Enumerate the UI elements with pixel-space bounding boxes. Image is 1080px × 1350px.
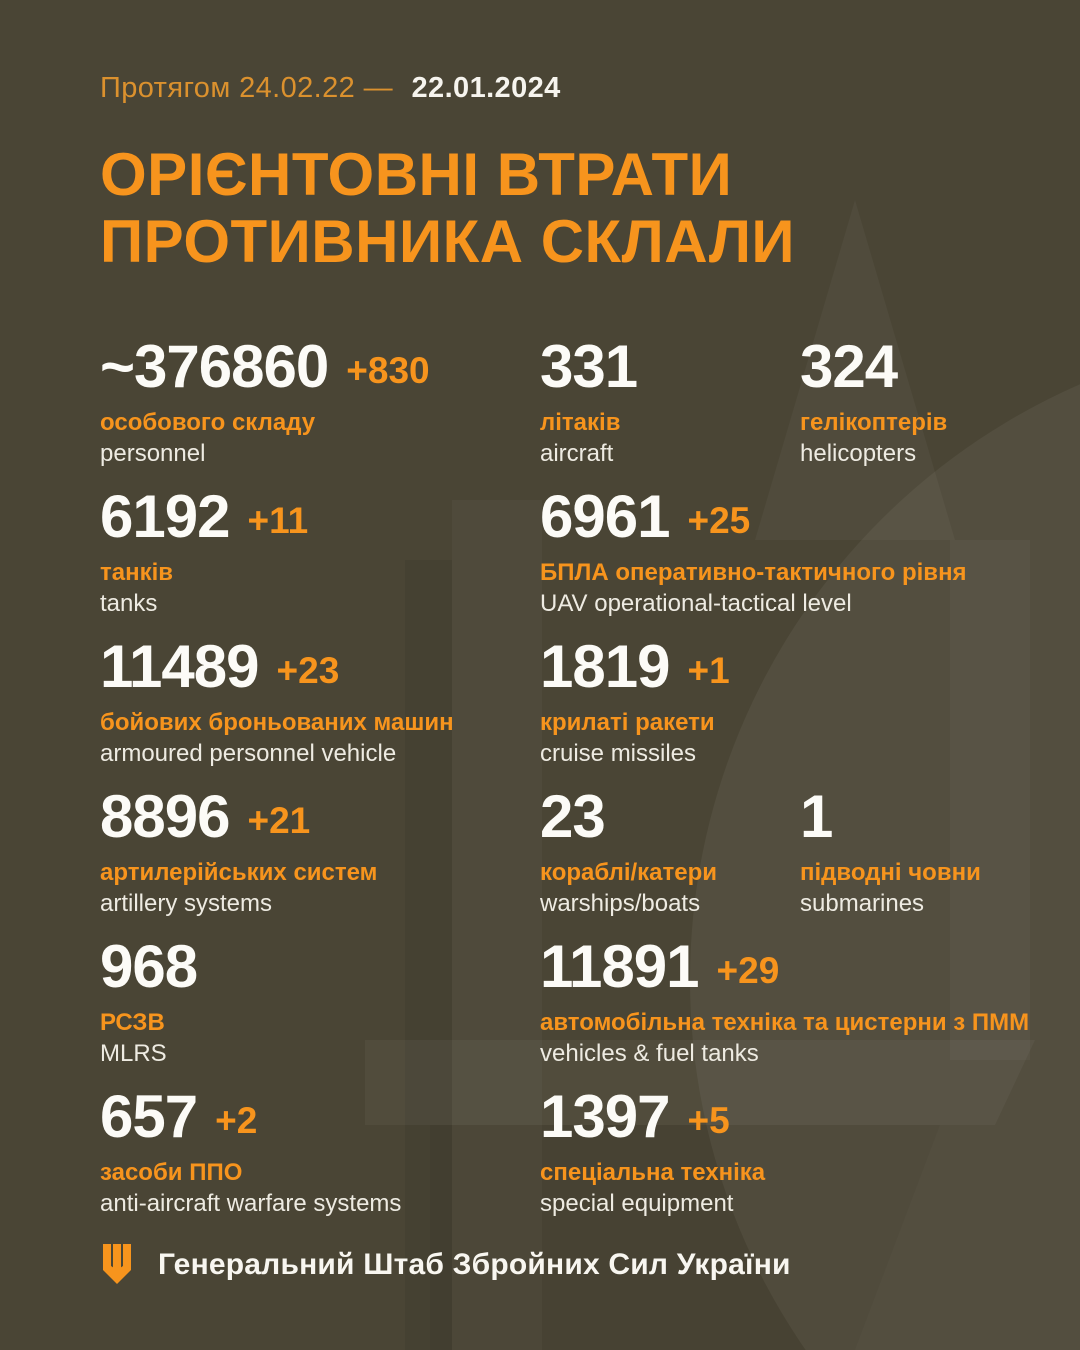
stat-label-en: artillery systems [100, 890, 273, 918]
stat-value: 657 [100, 1083, 198, 1151]
stat-mlrs: 968 РСЗВ MLRS [100, 937, 540, 1087]
stat-label-uk: бойових броньованих машин [100, 709, 454, 737]
stats-grid: ~376860 +830 особового складу personnel … [100, 337, 1040, 1237]
stat-label-uk: гелікоптерів [800, 409, 948, 437]
stat-armoured-vehicles: 11489 +23 бойових броньованих машин armo… [100, 637, 540, 787]
report-date: 22.01.2024 [411, 72, 561, 104]
stat-delta: +5 [687, 1100, 730, 1142]
stat-label-en: UAV operational-tactical level [540, 590, 852, 618]
stat-uav: 6961 +25 БПЛА оперативно-тактичного рівн… [540, 487, 1040, 637]
page-title: ОРІЄНТОВНІ ВТРАТИ ПРОТИВНИКА СКЛАЛИ [100, 141, 1040, 275]
stat-tanks: 6192 +11 танків tanks [100, 487, 540, 637]
stat-label-en: submarines [800, 890, 925, 918]
content-area: Протягом 24.02.22 — 22.01.2024 ОРІЄНТОВН… [100, 72, 1040, 1237]
stat-delta: +1 [687, 650, 730, 692]
stat-submarines: 1 підводні човни submarines [800, 787, 1040, 937]
stat-value: 324 [800, 333, 898, 401]
date-line: Протягом 24.02.22 — 22.01.2024 [100, 72, 1040, 105]
stat-personnel: ~376860 +830 особового складу personnel [100, 337, 540, 487]
stat-value: 23 [540, 783, 606, 851]
stat-label-en: aircraft [540, 440, 614, 468]
title-line-2: ПРОТИВНИКА СКЛАЛИ [100, 208, 796, 276]
stat-label-en: helicopters [800, 440, 917, 468]
stat-delta: +29 [716, 950, 780, 992]
stat-special-equipment: 1397 +5 спеціальна техніка special equip… [540, 1087, 1040, 1237]
stat-value: 968 [100, 933, 198, 1001]
stat-aircraft: 331 літаків aircraft [540, 337, 800, 487]
footer: Генеральний Штаб Збройних Сил України [100, 1244, 791, 1286]
stat-anti-aircraft: 657 +2 засоби ППО anti-aircraft warfare … [100, 1087, 540, 1237]
stat-label-uk: особового складу [100, 409, 316, 437]
stat-delta: +25 [687, 500, 751, 542]
stat-label-en: armoured personnel vehicle [100, 740, 397, 768]
stat-label-uk: танків [100, 559, 174, 587]
stat-delta: +21 [247, 800, 311, 842]
stat-label-uk: кораблі/катери [540, 859, 718, 887]
stat-label-en: personnel [100, 440, 206, 468]
stat-label-uk: засоби ППО [100, 1159, 243, 1187]
stat-label-en: anti-aircraft warfare systems [100, 1190, 402, 1218]
stat-delta: +2 [215, 1100, 258, 1142]
stat-label-en: warships/boats [540, 890, 701, 918]
stat-helicopters: 324 гелікоптерів helicopters [800, 337, 1040, 487]
stat-label-uk: артилерійських систем [100, 859, 378, 887]
stat-warships: 23 кораблі/катери warships/boats [540, 787, 800, 937]
stat-label-en: tanks [100, 590, 158, 618]
stat-value: 1819 [540, 633, 670, 701]
stat-value: 1397 [540, 1083, 670, 1151]
stat-label-en: cruise missiles [540, 740, 697, 768]
stat-vehicles-fuel-tanks: 11891 +29 автомобільна техніка та цистер… [540, 937, 1040, 1087]
tryzub-trident-icon [103, 1244, 131, 1284]
stat-label-uk: літаків [540, 409, 621, 437]
stat-value: 11489 [100, 633, 260, 701]
stat-label-en: special equipment [540, 1190, 734, 1218]
stat-artillery: 8896 +21 артилерійських систем artillery… [100, 787, 540, 937]
stat-delta: +11 [247, 500, 309, 542]
stat-value: 331 [540, 333, 638, 401]
stat-label-en: MLRS [100, 1040, 167, 1068]
period-prefix: Протягом 24.02.22 — [100, 72, 394, 104]
stat-value: 11891 [540, 933, 700, 1001]
stat-cruise-missiles: 1819 +1 крилаті ракети cruise missiles [540, 637, 1040, 787]
stat-value: ~376860 [100, 333, 329, 401]
title-line-1: ОРІЄНТОВНІ ВТРАТИ [100, 141, 733, 208]
stat-value: 8896 [100, 783, 230, 851]
stat-label-uk: спеціальна техніка [540, 1159, 766, 1187]
stat-label-uk: крилаті ракети [540, 709, 715, 737]
stat-label-uk: БПЛА оперативно-тактичного рівня [540, 559, 967, 587]
stat-label-uk: РСЗВ [100, 1009, 165, 1037]
stat-label-uk: автомобільна техніка та цистерни з ПММ [540, 1009, 1030, 1037]
stat-value: 6192 [100, 483, 230, 551]
stat-delta: +830 [346, 350, 430, 392]
stat-label-en: vehicles & fuel tanks [540, 1040, 759, 1068]
stat-label-uk: підводні човни [800, 859, 981, 887]
stat-delta: +23 [276, 650, 340, 692]
stat-value: 6961 [540, 483, 670, 551]
stat-value: 1 [800, 783, 833, 851]
source-org: Генеральний Штаб Збройних Сил України [158, 1248, 791, 1281]
